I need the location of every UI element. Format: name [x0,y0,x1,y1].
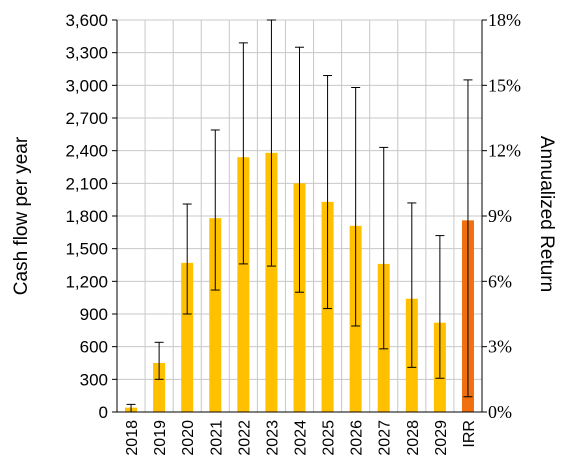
y-tick-label: 3,000 [65,76,108,95]
y-tick-label: 900 [80,305,108,324]
x-tick-label: 2026 [349,420,366,456]
y-axis-title: Cash flow per year [11,136,32,295]
x-tick-label: 2027 [377,420,394,456]
x-tick-label: 2028 [405,420,422,456]
x-tick-label: IRR [461,420,478,448]
y-tick-label: 2,400 [65,142,108,161]
y-tick-label: 0 [99,403,108,422]
x-tick-label: 2022 [236,420,253,456]
tick-labels: 0 300 600 900 1,200 1,500 1,800 2,100 2,400 2,700… [65,10,521,456]
y-tick-label: 600 [80,338,108,357]
axes [112,19,487,413]
x-tick-label: 2024 [293,420,310,456]
x-tick-label: 2018 [124,420,141,456]
y2-tick-label: 6% [488,271,512,291]
bar-2024 [293,183,306,412]
y-tick-label: 1,200 [65,272,108,291]
y2-tick-label: 3% [488,337,512,357]
y-tick-label: 1,800 [65,207,108,226]
x-tick-label: 2021 [208,420,225,456]
y2-tick-label: 9% [488,206,512,226]
error-bars [126,19,473,413]
x-tick-label: 2020 [180,420,197,456]
y2-tick-label: 18% [488,10,521,30]
bar-2021 [209,218,222,412]
y-tick-label: 2,100 [65,174,108,193]
y-tick-label: 3,600 [65,11,108,30]
y-tick-label: 2,700 [65,109,108,128]
bar-2020 [181,262,194,412]
y2-tick-label: 12% [488,141,521,161]
x-tick-label: 2023 [264,420,281,456]
bar-2022 [237,157,250,412]
x-tick-label: 2019 [152,420,169,456]
bar-2023 [265,152,278,412]
y2-tick-label: 15% [488,75,521,95]
y-tick-label: 3,300 [65,44,108,63]
y-tick-label: 300 [80,370,108,389]
y2-axis-title: Annualized Return [536,136,557,292]
x-tick-label: 2025 [321,420,338,456]
bar-2019 [153,363,166,412]
x-tick-label: 2029 [433,420,450,456]
y2-tick-label: 0% [488,402,512,422]
y-tick-label: 1,500 [65,240,108,259]
